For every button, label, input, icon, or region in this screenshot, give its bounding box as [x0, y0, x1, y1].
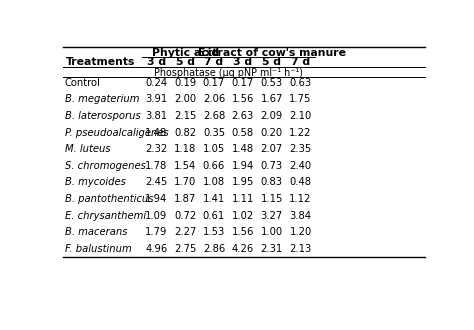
Text: 2.07: 2.07 [261, 144, 283, 154]
Text: 0.72: 0.72 [174, 211, 196, 221]
Text: 1.09: 1.09 [145, 211, 167, 221]
Text: 0.66: 0.66 [203, 161, 225, 171]
Text: 1.48: 1.48 [145, 128, 167, 138]
Text: 1.08: 1.08 [203, 178, 225, 187]
Text: 5 d: 5 d [176, 57, 195, 67]
Text: 1.41: 1.41 [203, 194, 225, 204]
Text: 1.20: 1.20 [290, 227, 311, 237]
Text: 2.13: 2.13 [290, 244, 311, 254]
Text: B. megaterium: B. megaterium [65, 94, 139, 104]
Text: 1.00: 1.00 [261, 227, 283, 237]
Text: 2.27: 2.27 [174, 227, 196, 237]
Text: 0.83: 0.83 [261, 178, 283, 187]
Text: 0.20: 0.20 [261, 128, 283, 138]
Text: 1.79: 1.79 [145, 227, 167, 237]
Text: 1.67: 1.67 [261, 94, 283, 104]
Text: 1.11: 1.11 [232, 194, 254, 204]
Text: B. laterosporus: B. laterosporus [65, 111, 140, 121]
Text: 1.02: 1.02 [232, 211, 254, 221]
Text: S. chromogenes: S. chromogenes [65, 161, 146, 171]
Text: 1.87: 1.87 [174, 194, 196, 204]
Text: 0.58: 0.58 [232, 128, 254, 138]
Text: 2.35: 2.35 [290, 144, 311, 154]
Text: 2.10: 2.10 [290, 111, 311, 121]
Text: 0.24: 0.24 [145, 78, 167, 88]
Text: 0.53: 0.53 [261, 78, 283, 88]
Text: 1.54: 1.54 [174, 161, 196, 171]
Text: 1.94: 1.94 [145, 194, 167, 204]
Text: B. macerans: B. macerans [65, 227, 127, 237]
Text: 1.75: 1.75 [289, 94, 312, 104]
Text: 3.27: 3.27 [261, 211, 283, 221]
Text: 1.94: 1.94 [232, 161, 254, 171]
Text: P. pseudoalcaligenes: P. pseudoalcaligenes [65, 128, 169, 138]
Text: 2.63: 2.63 [232, 111, 254, 121]
Text: 7 d: 7 d [204, 57, 224, 67]
Text: 1.95: 1.95 [232, 178, 254, 187]
Text: 4.26: 4.26 [232, 244, 254, 254]
Text: 2.06: 2.06 [203, 94, 225, 104]
Text: 1.12: 1.12 [289, 194, 312, 204]
Text: Extract of cow's manure: Extract of cow's manure [198, 48, 346, 58]
Text: 0.17: 0.17 [203, 78, 225, 88]
Text: 0.63: 0.63 [290, 78, 311, 88]
Text: 1.56: 1.56 [232, 94, 254, 104]
Text: 1.22: 1.22 [289, 128, 312, 138]
Text: 2.68: 2.68 [203, 111, 225, 121]
Text: 2.00: 2.00 [174, 94, 196, 104]
Text: Phytic acid: Phytic acid [152, 48, 219, 58]
Text: 3 d: 3 d [147, 57, 166, 67]
Text: 3.81: 3.81 [145, 111, 167, 121]
Text: Phosphatase (μg pNP ml⁻¹ h⁻¹): Phosphatase (μg pNP ml⁻¹ h⁻¹) [154, 68, 303, 78]
Text: 3.91: 3.91 [145, 94, 167, 104]
Text: 2.45: 2.45 [145, 178, 167, 187]
Text: 0.17: 0.17 [232, 78, 254, 88]
Text: 2.86: 2.86 [203, 244, 225, 254]
Text: 2.15: 2.15 [174, 111, 196, 121]
Text: 1.15: 1.15 [261, 194, 283, 204]
Text: 3.84: 3.84 [290, 211, 311, 221]
Text: B. mycoides: B. mycoides [65, 178, 126, 187]
Text: 2.40: 2.40 [290, 161, 311, 171]
Text: 3 d: 3 d [233, 57, 252, 67]
Text: Treatments: Treatments [66, 57, 135, 67]
Text: 0.48: 0.48 [290, 178, 311, 187]
Text: 2.75: 2.75 [174, 244, 196, 254]
Text: 2.09: 2.09 [261, 111, 283, 121]
Text: 0.19: 0.19 [174, 78, 196, 88]
Text: 4.96: 4.96 [145, 244, 167, 254]
Text: 1.70: 1.70 [174, 178, 196, 187]
Text: Control: Control [65, 78, 100, 88]
Text: E. chrysanthemi: E. chrysanthemi [65, 211, 146, 221]
Text: 1.78: 1.78 [145, 161, 167, 171]
Text: 2.31: 2.31 [261, 244, 283, 254]
Text: 1.53: 1.53 [203, 227, 225, 237]
Text: 0.35: 0.35 [203, 128, 225, 138]
Text: 5 d: 5 d [262, 57, 281, 67]
Text: 1.05: 1.05 [203, 144, 225, 154]
Text: M. luteus: M. luteus [65, 144, 110, 154]
Text: 1.56: 1.56 [232, 227, 254, 237]
Text: 0.73: 0.73 [261, 161, 283, 171]
Text: F. balustinum: F. balustinum [65, 244, 131, 254]
Text: 0.61: 0.61 [203, 211, 225, 221]
Text: 7 d: 7 d [291, 57, 310, 67]
Text: 1.18: 1.18 [174, 144, 196, 154]
Text: 2.32: 2.32 [145, 144, 167, 154]
Text: 0.82: 0.82 [174, 128, 196, 138]
Text: B. pantothenticus: B. pantothenticus [65, 194, 153, 204]
Text: 1.48: 1.48 [232, 144, 254, 154]
